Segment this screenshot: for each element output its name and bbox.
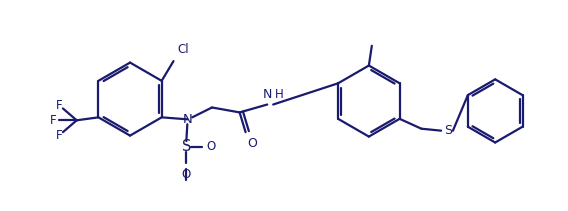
Text: N: N [262, 88, 272, 101]
Text: Cl: Cl [177, 43, 189, 56]
Text: S: S [444, 124, 452, 137]
Text: S: S [182, 139, 191, 154]
Text: F: F [56, 129, 62, 142]
Text: O: O [182, 168, 191, 181]
Text: H: H [275, 88, 284, 101]
Text: O: O [248, 137, 257, 150]
Text: O: O [206, 141, 215, 153]
Text: F: F [50, 114, 56, 127]
Text: F: F [56, 99, 62, 112]
Text: N: N [182, 113, 192, 126]
